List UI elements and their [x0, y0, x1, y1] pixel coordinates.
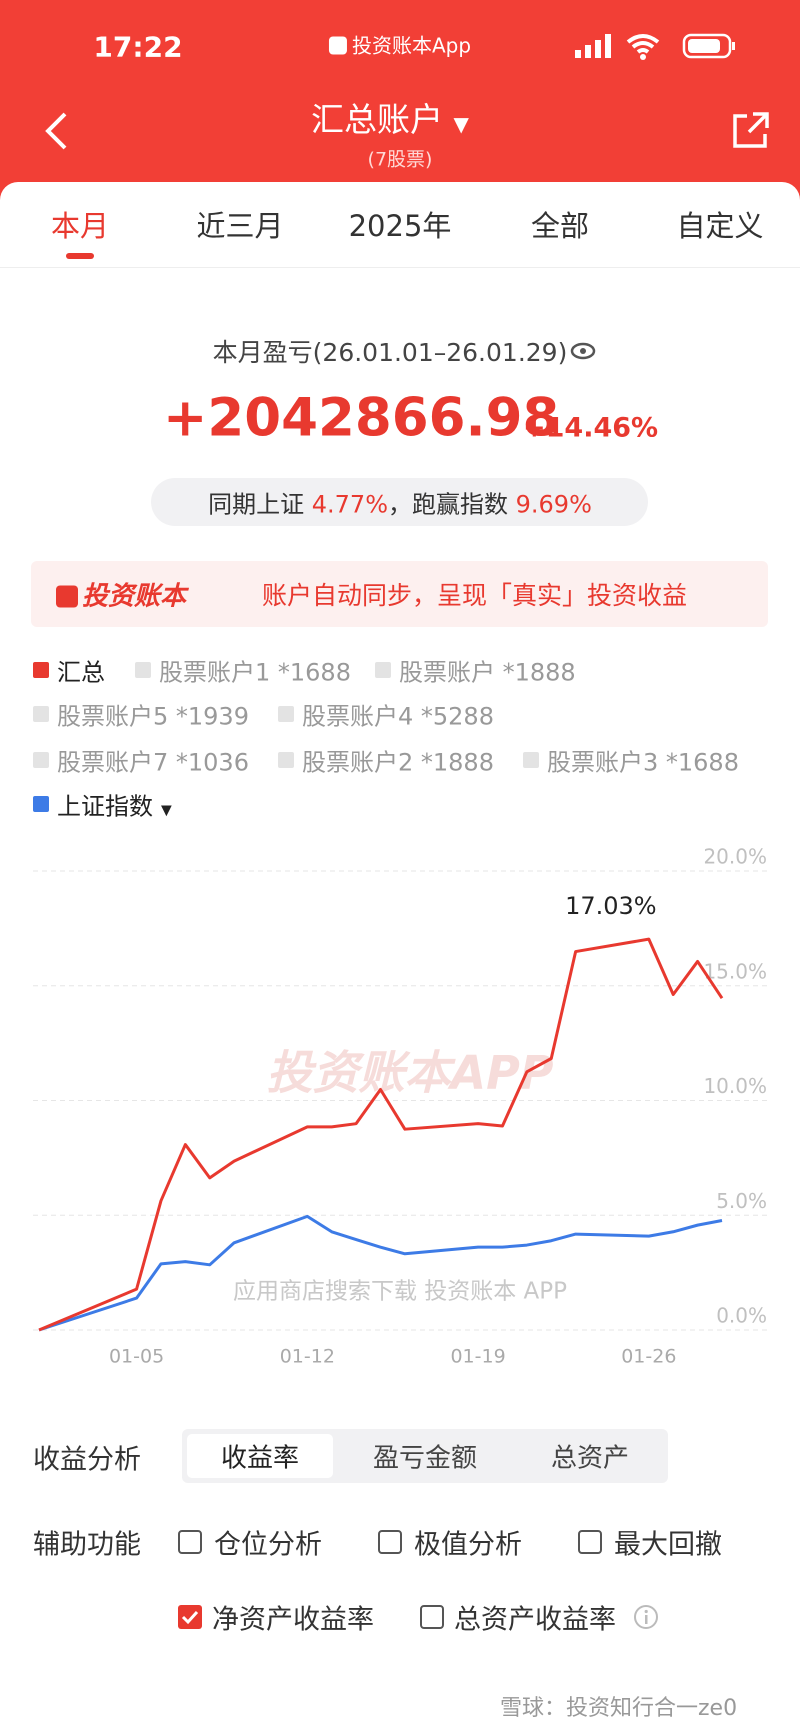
- banner-slogan: 账户自动同步，呈现「真实」投资收益: [262, 581, 688, 610]
- x-tick-label: 01-12: [280, 1346, 335, 1368]
- footer-watermark: 雪球：投资知行合一ze0: [500, 1696, 738, 1721]
- chart-note: 应用商店搜索下载 投资账本 APP: [233, 1279, 567, 1305]
- checkbox[interactable]: [376, 1528, 404, 1556]
- analysis-label: 收益分析: [33, 1444, 141, 1476]
- checkbox[interactable]: [176, 1528, 204, 1556]
- tab[interactable]: 2025年: [348, 209, 452, 243]
- compare-text: 同期上证 4.77%，跑赢指数 9.69%: [208, 485, 592, 520]
- title-text: 汇总账户: [311, 100, 444, 139]
- tab[interactable]: 全部: [530, 209, 590, 243]
- account-title[interactable]: 汇总账户 ▼: [311, 100, 469, 139]
- compare-mid: ，跑赢指数: [388, 490, 508, 519]
- legend-label[interactable]: 股票账户7 *1036: [57, 748, 249, 777]
- status-time: 17:22: [93, 30, 183, 64]
- legend-swatch: [523, 752, 539, 768]
- checkbox-box: [378, 1530, 402, 1554]
- dropdown-caret: ▼: [161, 802, 172, 819]
- index-return: 4.77%: [311, 490, 388, 519]
- tab-bar: [0, 182, 800, 268]
- x-tick-label: 01-05: [109, 1346, 164, 1368]
- checkbox-box: [178, 1530, 202, 1554]
- checkbox-fill: [178, 1605, 202, 1629]
- legend-swatch: [33, 752, 49, 768]
- compare-pill: [151, 478, 648, 526]
- tools-label: 辅助功能: [33, 1529, 141, 1561]
- profit-percent: +14.46%: [523, 412, 659, 444]
- legend-swatch: [375, 662, 391, 678]
- tab-indicator: [66, 253, 94, 259]
- legend-swatch: [135, 662, 151, 678]
- legend-label[interactable]: 股票账户4 *5288: [302, 702, 494, 731]
- subtitle: (7股票): [367, 148, 433, 171]
- x-tick-label: 01-26: [621, 1346, 676, 1368]
- excess-return: 9.69%: [515, 490, 592, 519]
- banner-brand: 投资账本: [56, 576, 186, 613]
- y-tick-label: 20.0%: [703, 845, 767, 869]
- segment[interactable]: 收益率: [220, 1443, 300, 1474]
- segment-selected: [187, 1434, 333, 1478]
- legend-swatch: [33, 662, 49, 678]
- legend-swatch: [278, 752, 294, 768]
- status-icons: [575, 33, 735, 60]
- chart: 投资账本APP 应用商店搜索下载 投资账本 APP 0.0% 5.0% 10.0% 15.…: [33, 845, 767, 1368]
- period-label: 本月盈亏(26.01.01–26.01.29): [212, 338, 568, 367]
- header: [0, 0, 800, 200]
- checkbox[interactable]: [176, 1603, 204, 1631]
- tab[interactable]: 本月: [50, 209, 110, 243]
- y-tick-label: 15.0%: [703, 959, 767, 983]
- legend-label[interactable]: 股票账户5 *1939: [57, 702, 249, 731]
- back-button[interactable]: [40, 110, 80, 152]
- eye-icon[interactable]: [570, 340, 596, 362]
- segment[interactable]: 盈亏金额: [372, 1443, 478, 1474]
- legend-label[interactable]: 股票账户2 *1888: [302, 748, 494, 777]
- checkbox-label[interactable]: 仓位分析: [214, 1529, 322, 1561]
- share-button[interactable]: [731, 110, 771, 150]
- series-line: [38, 937, 724, 1332]
- legend-label[interactable]: 股票账户3 *1688: [547, 748, 739, 777]
- checkbox-box: [420, 1605, 444, 1629]
- checkbox-label[interactable]: 极值分析: [414, 1529, 522, 1561]
- banner: [31, 561, 768, 627]
- app-name: 投资账本App: [351, 33, 472, 58]
- checkmark: [181, 1610, 199, 1625]
- profit-amount: +2042866.98: [163, 387, 560, 449]
- y-tick-label: 0.0%: [716, 1304, 767, 1328]
- legend-label[interactable]: 股票账户1 *1688: [159, 658, 351, 687]
- data-label: 17.03%: [565, 892, 657, 920]
- tab[interactable]: 自定义: [676, 209, 764, 243]
- legend-swatch: [33, 706, 49, 722]
- info-icon[interactable]: [633, 1604, 659, 1630]
- chart-watermark: 投资账本APP: [266, 1046, 553, 1100]
- checkbox-label[interactable]: 最大回撤: [614, 1529, 722, 1561]
- checkbox[interactable]: [418, 1603, 446, 1631]
- legend-label[interactable]: 汇总: [57, 658, 105, 687]
- legend-label[interactable]: 上证指数 ▼: [57, 792, 172, 821]
- y-tick-label: 5.0%: [716, 1189, 767, 1213]
- y-tick-label: 10.0%: [703, 1074, 767, 1098]
- brand-text: 投资账本: [82, 581, 187, 612]
- checkbox-label[interactable]: 净资产收益率: [212, 1604, 374, 1636]
- status-app: 投资账本App: [328, 30, 472, 59]
- series-line: [38, 1214, 723, 1332]
- legend-label[interactable]: 股票账户 *1888: [399, 658, 576, 687]
- checkbox-label[interactable]: 总资产收益率: [454, 1604, 616, 1636]
- legend-swatch: [278, 706, 294, 722]
- compare-prefix: 同期上证: [208, 490, 305, 519]
- legend-swatch: [33, 796, 49, 812]
- checkbox[interactable]: [576, 1528, 604, 1556]
- x-tick-label: 01-19: [450, 1346, 505, 1368]
- checkbox-box: [578, 1530, 602, 1554]
- segment[interactable]: 总资产: [550, 1443, 630, 1474]
- tab[interactable]: 近三月: [196, 209, 284, 243]
